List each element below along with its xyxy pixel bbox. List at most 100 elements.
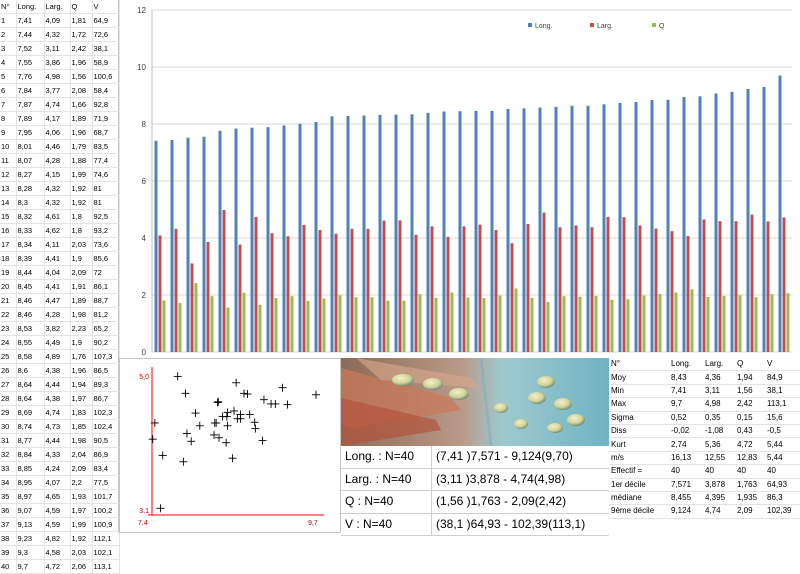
bar-larg (366, 228, 370, 352)
table-cell: 8,33 (16, 223, 45, 238)
table-row: 31 8,77 4,44 1,98 90,5 (0, 433, 120, 448)
stats-row: Effectif = 40 40 40 40 (609, 464, 800, 479)
header-cell: Long. (16, 0, 45, 14)
scatter-point (210, 430, 219, 439)
table-row: 32 8,84 4,33 2,04 86,9 (0, 447, 120, 462)
table-cell: 88,7 (92, 293, 120, 308)
table-cell: 4,62 (44, 223, 71, 238)
bar-q (178, 302, 182, 352)
table-cell: 7,95 (16, 125, 45, 140)
bar-q (530, 297, 534, 352)
stats-cell: 9ème décile (609, 504, 669, 519)
table-cell: 1,92 (70, 195, 93, 210)
stats-header-cell: Larg. (703, 358, 735, 372)
bar-larg (190, 263, 194, 352)
table-cell: 8,07 (16, 153, 45, 168)
table-cell: 72,6 (92, 27, 120, 42)
scatter-point (191, 409, 200, 418)
bar-long (746, 88, 750, 352)
scatter-point (236, 414, 245, 423)
stats-row: Moy 8,43 4,36 1,94 84,9 (609, 370, 800, 385)
bar-larg (478, 224, 482, 352)
stats-row: Sigma 0,52 0,35 0,15 15,6 (609, 411, 800, 425)
scatter-point (150, 418, 159, 427)
stats-cell: 102,39 (765, 504, 800, 519)
bar-larg (286, 236, 290, 352)
bar-long (634, 102, 638, 353)
bar-long (522, 108, 526, 352)
table-cell: 8,46 (16, 307, 45, 322)
bar-long (378, 114, 382, 352)
scatter-point (179, 457, 188, 466)
scatter-point (195, 421, 204, 430)
table-cell: 12 (0, 167, 17, 182)
table-cell: 7,89 (16, 111, 45, 126)
table-cell: 86,1 (92, 279, 120, 294)
scatter-plot: 5,0 3,1 7,4 9,7 (119, 358, 341, 533)
table-cell: 8,74 (16, 419, 45, 434)
scatter-point (212, 418, 221, 427)
table-row: 29 8,69 4,74 1,83 102,3 (0, 405, 120, 420)
stats-cell: Sigma (609, 411, 669, 425)
table-row: 5 7,76 4,98 1,56 100,6 (0, 69, 120, 84)
y-min-label: 3,1 (139, 508, 149, 515)
scatter-point (181, 389, 190, 398)
bar-long (778, 75, 782, 353)
bar-long (554, 106, 558, 353)
range-label: Larg. : N=40 (341, 468, 432, 490)
table-cell: 9 (0, 125, 17, 140)
table-cell: 4,15 (44, 167, 71, 182)
measurement-header-row: N° Long. Larg. Q V (0, 0, 120, 14)
measurement-table: N° Long. Larg. Q V 1 7,41 4,09 1,81 64,9 2 7,4… (0, 0, 120, 574)
bar-larg (750, 214, 754, 352)
scatter-point (222, 438, 231, 447)
bar-long (330, 116, 334, 353)
bar-larg (622, 217, 626, 352)
bar-q (226, 307, 230, 352)
table-cell: 1,85 (70, 419, 93, 434)
table-cell: 3 (0, 41, 17, 56)
bar-chart: 0 2 4 6 8 10 12 Long. Larg. Q (120, 0, 800, 358)
table-row: 7 7,87 4,74 1,66 92,8 (0, 97, 120, 112)
table-cell: 4,59 (44, 503, 71, 518)
bar-larg (414, 234, 418, 352)
table-cell: 1,56 (70, 69, 93, 84)
table-cell: 4,38 (44, 363, 71, 378)
table-cell: 1,93 (70, 489, 93, 504)
bar-long (426, 112, 430, 352)
bar-q (290, 296, 294, 352)
table-cell: 20 (0, 279, 17, 294)
bar-q (482, 298, 486, 352)
table-cell: 9,3 (16, 545, 45, 560)
stats-cell: 3,878 (703, 478, 735, 492)
stats-cell: 38,1 (765, 384, 800, 399)
scatter-point (243, 390, 252, 399)
bar-chart-svg: 0 2 4 6 8 10 12 Long. Larg. Q (137, 6, 792, 357)
table-row: 39 9,3 4,58 2,03 102,1 (0, 545, 120, 560)
table-row: 1 7,41 4,09 1,81 64,9 (0, 13, 120, 28)
table-cell: 74,6 (92, 167, 120, 182)
scatter-point (245, 410, 254, 419)
table-cell: 8,6 (16, 363, 45, 378)
table-cell: 102,1 (92, 545, 120, 560)
range-row: Long. : N=40 (7,41 )7,571 - 9,124(9,70) (341, 446, 609, 469)
table-cell: 30 (0, 419, 17, 434)
table-cell: 29 (0, 405, 17, 420)
table-cell: 13 (0, 181, 17, 196)
table-cell: 72 (92, 265, 120, 280)
bar-long (346, 116, 350, 353)
table-cell: 77,5 (92, 475, 120, 490)
table-cell: 8,28 (16, 181, 45, 196)
table-cell: 3,11 (44, 41, 71, 56)
bar-larg (222, 210, 226, 352)
table-row: 33 8,85 4,24 2,09 83,4 (0, 461, 120, 476)
table-cell: 8,32 (16, 209, 45, 224)
bar-larg (158, 235, 162, 352)
x-max-label: 9,7 (308, 520, 318, 527)
bar-long (218, 130, 222, 352)
y-tick-label: 12 (137, 6, 146, 15)
table-cell: 2,09 (70, 461, 93, 476)
table-row: 9 7,95 4,06 1,96 68,7 (0, 125, 120, 140)
bar-q (386, 300, 390, 352)
bar-larg (766, 221, 770, 352)
